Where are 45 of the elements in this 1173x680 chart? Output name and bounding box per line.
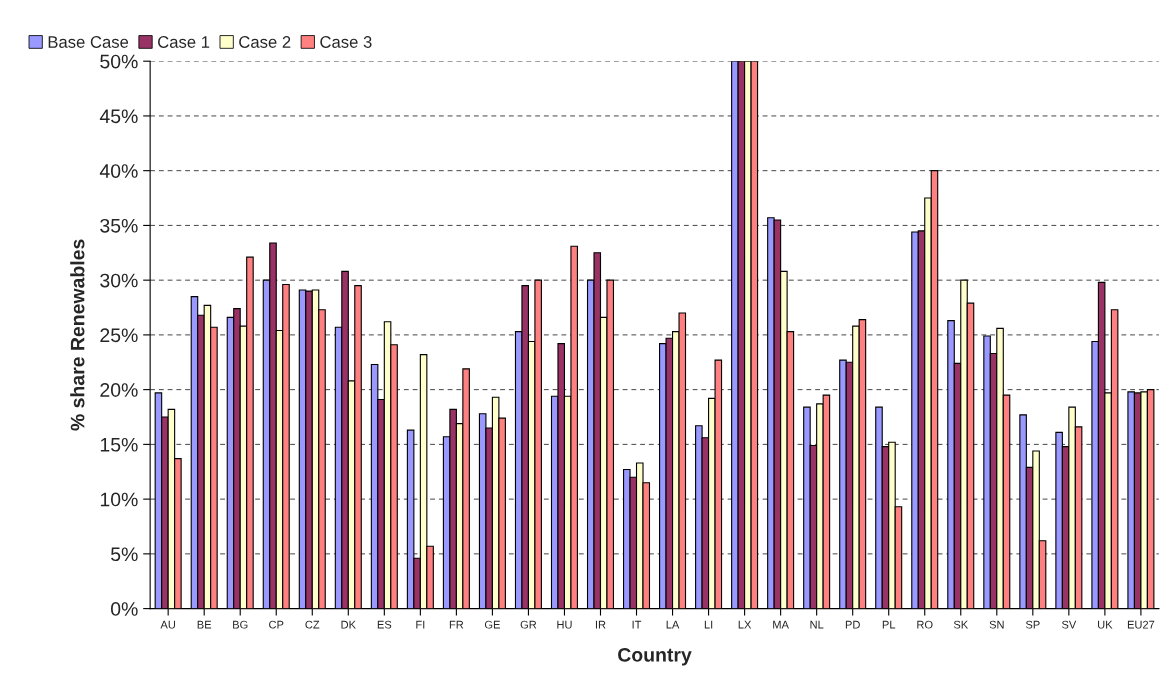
x-tick-label: BE bbox=[197, 620, 212, 629]
legend-label: Case 3 bbox=[320, 36, 372, 48]
y-tick-label: 5% bbox=[111, 547, 138, 562]
x-tick-label: PD bbox=[845, 620, 860, 629]
x-tick-label: GE bbox=[484, 620, 500, 629]
x-tick-label: FR bbox=[449, 620, 464, 629]
x-tick-label: RO bbox=[917, 620, 933, 629]
y-tick-label: 25% bbox=[100, 328, 138, 343]
x-tick-label: ES bbox=[377, 620, 392, 629]
y-axis-title: % share Renewables bbox=[70, 239, 85, 431]
y-tick-label: 20% bbox=[100, 383, 138, 397]
x-tick-label: SV bbox=[1061, 620, 1077, 629]
x-tick-label: GR bbox=[520, 620, 537, 629]
y-tick-label: 35% bbox=[100, 218, 138, 233]
x-tick-label: CZ bbox=[305, 620, 320, 629]
x-tick-label: MA bbox=[773, 620, 789, 629]
x-tick-label: LA bbox=[666, 620, 680, 629]
legend-label: Base Case bbox=[48, 36, 129, 48]
x-tick-label: SP bbox=[1025, 620, 1040, 629]
y-tick-label: 0% bbox=[110, 602, 138, 616]
y-tick-label: 30% bbox=[100, 273, 138, 288]
x-tick-label: EU27 bbox=[1127, 620, 1155, 629]
x-tick-label: IR bbox=[595, 620, 606, 629]
x-tick-label: BG bbox=[233, 620, 248, 629]
x-tick-label: UK bbox=[1098, 620, 1113, 629]
x-tick-label: IT bbox=[632, 620, 642, 629]
x-tick-label: SK bbox=[953, 620, 969, 629]
x-axis-title: Country bbox=[618, 647, 692, 666]
y-tick-label: 45% bbox=[99, 109, 138, 124]
legend-label: Case 1 bbox=[158, 36, 210, 48]
y-tick-label: 40% bbox=[99, 164, 138, 178]
x-tick-label: PL bbox=[882, 620, 896, 629]
x-tick-label: NL bbox=[810, 620, 824, 629]
legend-label: Case 2 bbox=[239, 36, 291, 48]
x-tick-label: FI bbox=[416, 620, 425, 629]
x-tick-label: CP bbox=[269, 620, 284, 629]
x-tick-label: AU bbox=[160, 620, 176, 629]
y-tick-label: 15% bbox=[100, 437, 138, 452]
y-tick-label: 50% bbox=[100, 54, 138, 69]
x-tick-label: SN bbox=[989, 620, 1004, 629]
y-tick-label: 10% bbox=[100, 492, 138, 507]
x-tick-label: HU bbox=[557, 620, 572, 629]
x-tick-label: LI bbox=[704, 620, 713, 629]
x-tick-label: LX bbox=[738, 620, 752, 629]
x-tick-label: DK bbox=[341, 620, 356, 629]
